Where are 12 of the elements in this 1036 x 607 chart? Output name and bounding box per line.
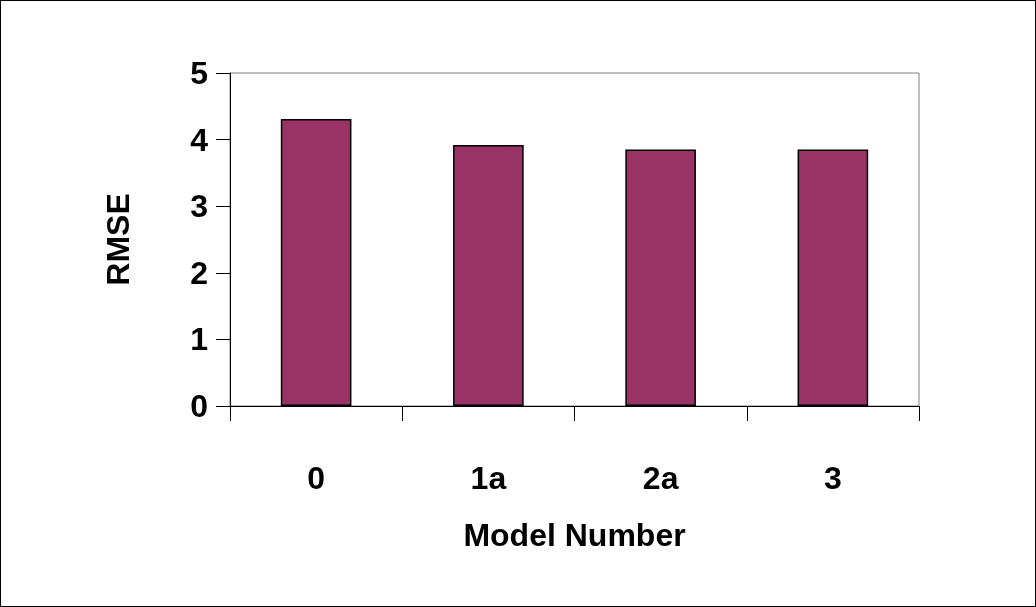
y-tick-label: 2: [190, 254, 208, 291]
y-tick-label: 0: [190, 388, 208, 424]
y-axis-title: RMSE: [100, 193, 136, 286]
x-axis-title: Model Number: [463, 517, 686, 553]
x-tick-label: 2a: [642, 460, 679, 496]
y-tick-label: 3: [190, 188, 208, 225]
y-tick-label: 5: [190, 55, 208, 91]
x-tick-label: 3: [823, 460, 842, 496]
y-tick-label: 1: [190, 321, 208, 358]
x-tick-label: 0: [307, 460, 326, 496]
x-tick-label: 1a: [470, 460, 507, 496]
y-tick-label: 4: [190, 121, 209, 158]
